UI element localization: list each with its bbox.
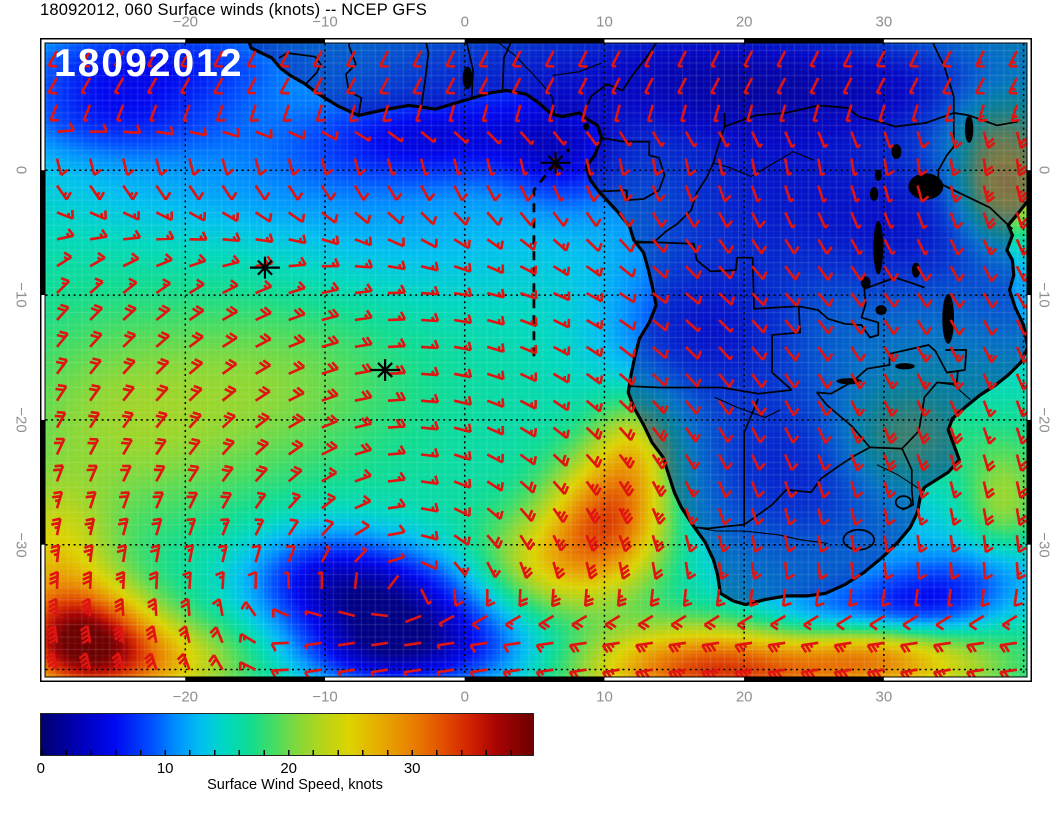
lon-tick-bottom: 20 (735, 688, 753, 706)
wind-speed-field-canvas (40, 38, 1032, 682)
colorbar-minor-ticks (41, 750, 533, 755)
colorbar-tick-label: 30 (403, 760, 421, 777)
lat-tick-right: −30 (1035, 531, 1053, 558)
wind-barb-layer (45, 50, 1032, 681)
lat-tick-right: −20 (1035, 407, 1053, 433)
lon-tick-top: 0 (460, 13, 469, 31)
lon-tick-bottom: 0 (460, 688, 469, 706)
map-border-frame (40, 38, 1032, 682)
colorbar-tick-label: 20 (280, 760, 298, 777)
lon-tick-top: 10 (596, 13, 613, 31)
lat-tick-left: −30 (12, 531, 30, 558)
lon-tick-bottom: −20 (172, 688, 199, 706)
colorbar-tick-label: 0 (36, 760, 46, 777)
lon-tick-top: −20 (172, 13, 199, 31)
map-overlay-svg (40, 38, 1032, 682)
coastlines-and-borders (246, 38, 1032, 607)
africa-coastline (246, 38, 1032, 607)
star-markers (249, 151, 571, 381)
lat-tick-right: −10 (1035, 282, 1053, 308)
lon-tick-bottom: −10 (312, 688, 338, 706)
lon-tick-top: 20 (735, 13, 753, 31)
lat-tick-left: 0 (12, 166, 30, 175)
lat-tick-right: 0 (1035, 166, 1053, 175)
chart-title: 18092012, 060 Surface winds (knots) -- N… (40, 1, 427, 19)
run-date-overlay: 18092012 (54, 42, 244, 85)
colorbar (40, 713, 534, 756)
lat-tick-left: −20 (12, 407, 30, 433)
lat-tick-left: −10 (12, 282, 30, 308)
colorbar-tick-label: 10 (156, 760, 174, 777)
lon-tick-bottom: 30 (875, 688, 893, 706)
colorbar-caption: Surface Wind Speed, knots (207, 777, 383, 793)
storm-track-dashed-line (532, 161, 557, 358)
map-plot-area: 18092012 (40, 38, 1032, 682)
lon-tick-top: −10 (312, 13, 338, 31)
lon-tick-bottom: 10 (596, 688, 613, 706)
lon-tick-top: 30 (875, 13, 893, 31)
